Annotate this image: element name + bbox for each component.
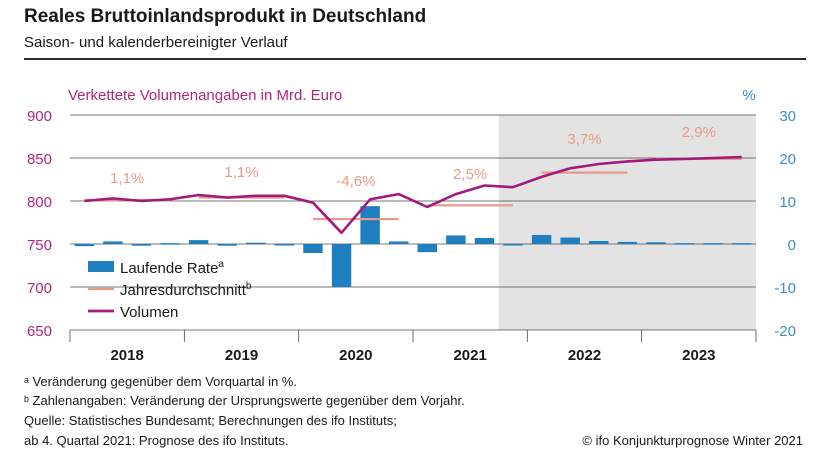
rate-bar (474, 237, 495, 244)
right-tick-label: -10 (774, 280, 796, 297)
rate-bar (674, 243, 695, 245)
annual-average-label: 3,7% (567, 131, 601, 148)
rate-bar (160, 243, 180, 245)
right-tick-label: 20 (779, 151, 796, 168)
rate-bar (274, 244, 295, 246)
annual-average-label: -4,6% (336, 173, 375, 190)
forecast-shade (498, 115, 756, 330)
rate-bar (360, 206, 380, 244)
chart-subtitle: Saison- und kalenderbereinigter Verlauf (24, 34, 288, 51)
rate-bar (188, 240, 209, 244)
left-tick-label: 650 (27, 323, 52, 340)
rate-bar (703, 243, 723, 245)
year-label: 2021 (453, 347, 486, 364)
year-label: 2020 (339, 347, 372, 364)
rate-bar (531, 234, 552, 244)
rate-bar (589, 240, 609, 244)
rate-bar (617, 241, 638, 244)
rate-bar (331, 244, 352, 287)
right-tick-label: 10 (779, 194, 796, 211)
year-label: 2023 (682, 347, 715, 364)
annual-average-label: 1,1% (224, 164, 258, 181)
annual-average-label: 1,1% (110, 170, 144, 187)
year-label: 2018 (110, 347, 143, 364)
rate-bar (731, 243, 752, 245)
left-tick-label: 800 (27, 194, 52, 211)
rate-bar (646, 242, 666, 244)
copyright-note: © ifo Konjunkturprognose Winter 2021 (582, 433, 803, 448)
legend-label: Laufende Ratea (120, 259, 224, 277)
right-tick-label: 0 (788, 237, 796, 254)
left-tick-label: 900 (27, 108, 52, 125)
legend-label: Volumen (120, 304, 178, 321)
rate-bar (103, 241, 123, 244)
left-tick-label: 700 (27, 280, 52, 297)
legend-superscript: a (218, 259, 224, 270)
footnote-a: ᵃ Veränderung gegenüber dem Vorquartal i… (24, 374, 297, 389)
left-tick-label: 850 (27, 151, 52, 168)
annual-average-label: 2,9% (682, 124, 716, 141)
volume-line (84, 155, 742, 235)
left-axis-label: Verkettete Volumenangaben in Mrd. Euro (68, 87, 342, 104)
legend-superscript: b (246, 281, 252, 292)
rate-bar (560, 237, 580, 244)
right-tick-label: 30 (779, 108, 796, 125)
legend-swatch-rate (88, 261, 114, 272)
rate-bar (217, 244, 237, 246)
annual-average-label: 2,5% (453, 166, 487, 183)
footnote-b: ᵇ Zahlenangaben: Veränderung der Ursprun… (24, 393, 465, 408)
right-axis-label: % (742, 87, 755, 104)
rate-bar (131, 244, 152, 246)
title-rule (24, 58, 806, 60)
forecast-note: ab 4. Quartal 2021: Prognose des ifo Ins… (24, 433, 289, 448)
rate-bar (446, 235, 466, 244)
rate-bar (503, 244, 523, 246)
left-tick-label: 750 (27, 237, 52, 254)
rate-bar (246, 242, 266, 245)
rate-bar (74, 244, 95, 247)
rate-bar (388, 241, 409, 244)
rate-bar (417, 244, 438, 253)
chart-title: Reales Bruttoinlandsprodukt in Deutschla… (24, 6, 427, 27)
year-label: 2022 (568, 347, 601, 364)
right-tick-label: -20 (774, 323, 796, 340)
legend-label: Jahresdurchschnittb (120, 281, 252, 299)
year-label: 2019 (225, 347, 258, 364)
source-note: Quelle: Statistisches Bundesamt; Berechn… (24, 413, 397, 428)
rate-bar (303, 244, 323, 254)
